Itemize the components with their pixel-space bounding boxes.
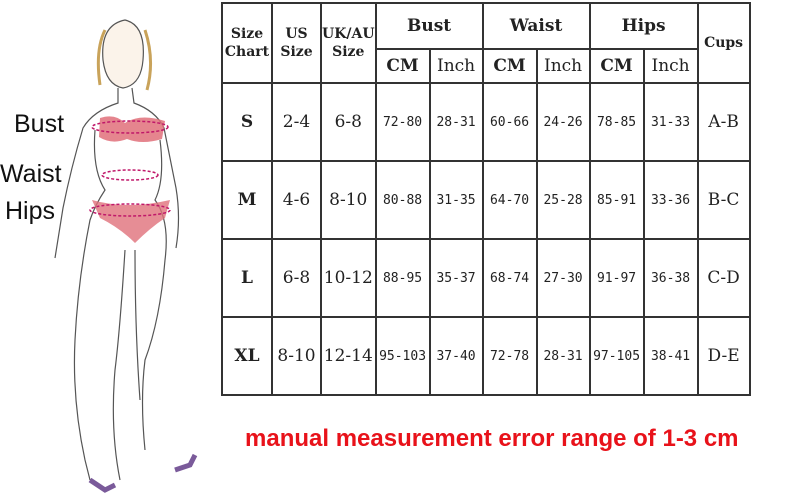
- table-row: XL 8-10 12-14 95-103 37-40 72-78 28-31 97-105 38…: [221, 316, 751, 396]
- cell-hips-in: 33-36: [642, 160, 699, 240]
- size-chart-table: Size Chart US Size UK/AU Size Bust Waist…: [221, 2, 751, 396]
- model-illustration: [54, 19, 198, 493]
- cell-us: 4-6: [271, 160, 322, 240]
- cell-uk: 12-14: [320, 316, 377, 396]
- header-hips-cm: CM: [588, 48, 645, 84]
- header-us-size: US Size: [271, 2, 322, 84]
- cell-us: 8-10: [271, 316, 322, 396]
- table-row: L 6-8 10-12 88-95 35-37 68-74 27-30 91-97 36-38 C…: [221, 238, 751, 318]
- cell-size: L: [221, 238, 273, 318]
- cell-bust-cm: 95-103: [374, 316, 431, 396]
- cell-hips-cm: 85-91: [588, 160, 645, 240]
- cell-bust-cm: 80-88: [374, 160, 431, 240]
- header-hips: Hips: [588, 2, 699, 50]
- header-hips-inch: Inch: [642, 48, 699, 84]
- table-row: M 4-6 8-10 80-88 31-35 64-70 25-28 85-91 33-36 B-…: [221, 160, 751, 240]
- cell-us: 2-4: [271, 82, 322, 162]
- cell-cups: B-C: [696, 160, 751, 240]
- cell-bust-in: 28-31: [428, 82, 484, 162]
- cell-size: S: [221, 82, 273, 162]
- cell-hips-cm: 78-85: [588, 82, 645, 162]
- cell-bust-cm: 88-95: [374, 238, 431, 318]
- cell-cups: D-E: [696, 316, 751, 396]
- shoes: [88, 453, 198, 493]
- cell-waist-cm: 72-78: [481, 316, 538, 396]
- cell-size: XL: [221, 316, 273, 396]
- cell-waist-in: 25-28: [535, 160, 591, 240]
- cell-cups: C-D: [696, 238, 751, 318]
- cell-size: M: [221, 160, 273, 240]
- cell-waist-cm: 64-70: [481, 160, 538, 240]
- cell-waist-in: 24-26: [535, 82, 591, 162]
- cell-hips-in: 36-38: [642, 238, 699, 318]
- cell-bust-in: 31-35: [428, 160, 484, 240]
- header-waist: Waist: [481, 2, 591, 50]
- cell-hips-cm: 91-97: [588, 238, 645, 318]
- cell-waist-in: 27-30: [535, 238, 591, 318]
- header-waist-inch: Inch: [535, 48, 591, 84]
- header-bust-inch: Inch: [428, 48, 484, 84]
- header-uk-au-size: UK/AU Size: [320, 2, 377, 84]
- waist-label: Waist: [0, 160, 62, 188]
- cell-hips-cm: 97-105: [588, 316, 645, 396]
- cell-bust-in: 35-37: [428, 238, 484, 318]
- waist-measure-line: [101, 169, 159, 181]
- header-size-chart: Size Chart: [221, 2, 273, 84]
- cell-hips-in: 31-33: [642, 82, 699, 162]
- header-bust: Bust: [374, 2, 484, 50]
- hips-measure-line: [89, 203, 171, 217]
- cell-waist-cm: 68-74: [481, 238, 538, 318]
- bust-label: Bust: [14, 110, 65, 138]
- cell-bust-in: 37-40: [428, 316, 484, 396]
- header-cups: Cups: [696, 2, 751, 84]
- cell-uk: 8-10: [320, 160, 377, 240]
- cell-uk: 6-8: [320, 82, 377, 162]
- cell-waist-in: 28-31: [535, 316, 591, 396]
- header-waist-cm: CM: [481, 48, 538, 84]
- cell-hips-in: 38-41: [642, 316, 699, 396]
- cell-us: 6-8: [271, 238, 322, 318]
- measurement-note: manual measurement error range of 1-3 cm: [245, 425, 739, 452]
- cell-uk: 10-12: [320, 238, 377, 318]
- cell-bust-cm: 72-80: [374, 82, 431, 162]
- hips-label: Hips: [5, 197, 56, 225]
- bra-shape: [99, 116, 165, 142]
- table-row: S 2-4 6-8 72-80 28-31 60-66 24-26 78-85 31-33 A-B: [221, 82, 751, 162]
- header-bust-cm: CM: [374, 48, 431, 84]
- briefs-shape: [92, 200, 170, 243]
- bust-measure-line: [91, 120, 169, 134]
- cell-cups: A-B: [696, 82, 751, 162]
- cell-waist-cm: 60-66: [481, 82, 538, 162]
